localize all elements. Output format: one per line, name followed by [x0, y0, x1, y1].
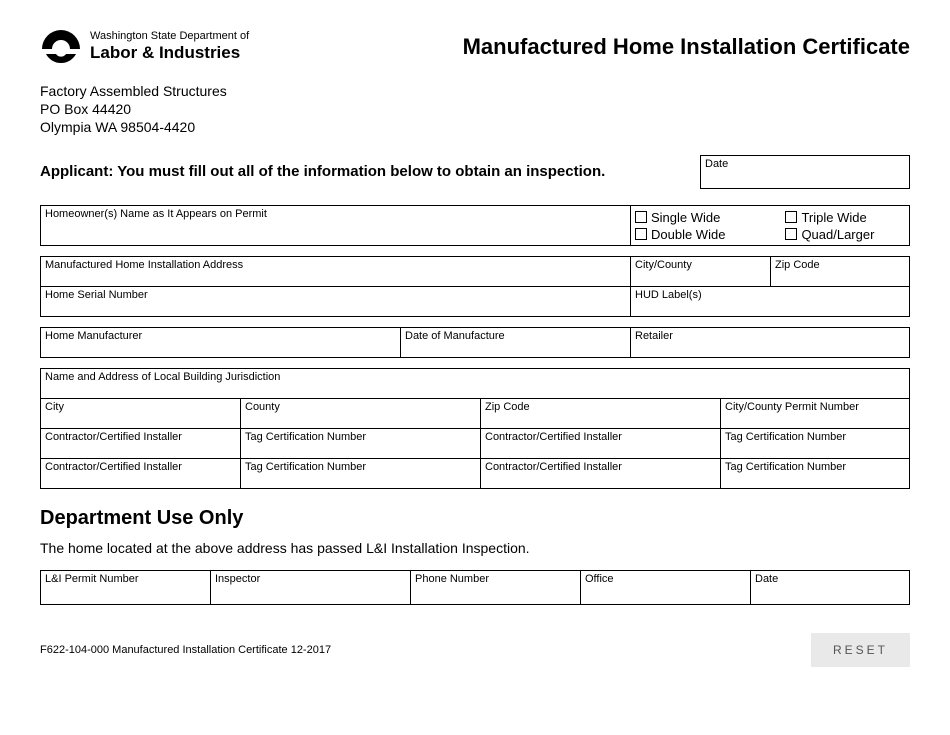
cci2-field[interactable]: Contractor/Certified Installer [481, 428, 721, 458]
phone-label: Phone Number [415, 573, 489, 585]
checkbox-icon [635, 211, 647, 223]
install-address-label: Manufactured Home Installation Address [45, 259, 243, 271]
city-field[interactable]: City [41, 398, 241, 428]
zip2-label: Zip Code [485, 401, 530, 413]
install-address-field[interactable]: Manufactured Home Installation Address [41, 256, 631, 286]
serial-label: Home Serial Number [45, 289, 148, 301]
date-label: Date [705, 158, 728, 170]
inspector-field[interactable]: Inspector [211, 570, 411, 604]
date-mfr-field[interactable]: Date of Manufacture [401, 327, 631, 357]
date2-field[interactable]: Date [751, 570, 910, 604]
check-double[interactable]: Double Wide [635, 227, 725, 242]
zip-label: Zip Code [775, 259, 820, 271]
table-dept: L&I Permit Number Inspector Phone Number… [40, 570, 910, 605]
logo-line1: Washington State Department of [90, 30, 249, 43]
zip-field[interactable]: Zip Code [771, 256, 910, 286]
cci4-field[interactable]: Contractor/Certified Installer [481, 458, 721, 488]
city-county-label: City/County [635, 259, 692, 271]
checkbox-icon [785, 211, 797, 223]
permit-field[interactable]: City/County Permit Number [721, 398, 910, 428]
check-quad[interactable]: Quad/Larger [785, 227, 874, 242]
county-label: County [245, 401, 280, 413]
date2-label: Date [755, 573, 778, 585]
header-row: Washington State Department of Labor & I… [40, 28, 910, 70]
tag2-label: Tag Certification Number [725, 431, 846, 443]
office-label: Office [585, 573, 614, 585]
check-single[interactable]: Single Wide [635, 210, 725, 225]
tag1-field[interactable]: Tag Certification Number [241, 428, 481, 458]
retailer-label: Retailer [635, 330, 673, 342]
footer-text: F622-104-000 Manufactured Installation C… [40, 644, 331, 656]
checkbox-icon [635, 228, 647, 240]
check-triple[interactable]: Triple Wide [785, 210, 874, 225]
width-options-cell: Single Wide Double Wide Triple Wide Quad… [631, 205, 910, 245]
checkbox-icon [785, 228, 797, 240]
homeowner-label: Homeowner(s) Name as It Appears on Permi… [45, 208, 267, 220]
office-field[interactable]: Office [581, 570, 751, 604]
manufacturer-label: Home Manufacturer [45, 330, 142, 342]
logo-block: Washington State Department of Labor & I… [40, 28, 249, 70]
cci3-label: Contractor/Certified Installer [45, 461, 182, 473]
table-manufacturer: Home Manufacturer Date of Manufacture Re… [40, 327, 910, 358]
date-mfr-label: Date of Manufacture [405, 330, 505, 342]
logo-text: Washington State Department of Labor & I… [90, 28, 249, 62]
city-county-field[interactable]: City/County [631, 256, 771, 286]
serial-field[interactable]: Home Serial Number [41, 286, 631, 316]
table-address: Manufactured Home Installation Address C… [40, 256, 910, 317]
zip2-field[interactable]: Zip Code [481, 398, 721, 428]
check-quad-label: Quad/Larger [801, 227, 874, 242]
cci3-field[interactable]: Contractor/Certified Installer [41, 458, 241, 488]
hud-field[interactable]: HUD Label(s) [631, 286, 910, 316]
homeowner-field[interactable]: Homeowner(s) Name as It Appears on Permi… [41, 205, 631, 245]
check-single-label: Single Wide [651, 210, 720, 225]
permit-label: City/County Permit Number [725, 401, 859, 413]
page-title: Manufactured Home Installation Certifica… [463, 28, 910, 60]
tag3-field[interactable]: Tag Certification Number [241, 458, 481, 488]
manufacturer-field[interactable]: Home Manufacturer [41, 327, 401, 357]
li-permit-field[interactable]: L&I Permit Number [41, 570, 211, 604]
hud-label: HUD Label(s) [635, 289, 702, 301]
footer-row: F622-104-000 Manufactured Installation C… [40, 633, 910, 667]
addr-line3: Olympia WA 98504-4420 [40, 118, 910, 136]
cci1-field[interactable]: Contractor/Certified Installer [41, 428, 241, 458]
check-double-label: Double Wide [651, 227, 725, 242]
jurisdiction-label: Name and Address of Local Building Juris… [45, 371, 280, 383]
tag4-label: Tag Certification Number [725, 461, 846, 473]
dept-only-heading: Department Use Only [40, 507, 910, 530]
tag4-field[interactable]: Tag Certification Number [721, 458, 910, 488]
reset-button[interactable]: RESET [811, 633, 910, 667]
date-field[interactable]: Date [700, 155, 910, 189]
tag1-label: Tag Certification Number [245, 431, 366, 443]
li-permit-label: L&I Permit Number [45, 573, 139, 585]
applicant-instruction: Applicant: You must fill out all of the … [40, 155, 692, 189]
tag2-field[interactable]: Tag Certification Number [721, 428, 910, 458]
passed-text: The home located at the above address ha… [40, 540, 910, 556]
addr-line1: Factory Assembled Structures [40, 82, 910, 100]
phone-field[interactable]: Phone Number [411, 570, 581, 604]
return-address: Factory Assembled Structures PO Box 4442… [40, 82, 910, 137]
cci4-label: Contractor/Certified Installer [485, 461, 622, 473]
logo-icon [40, 28, 82, 70]
width-checks: Single Wide Double Wide Triple Wide Quad… [635, 208, 905, 242]
retailer-field[interactable]: Retailer [631, 327, 910, 357]
check-triple-label: Triple Wide [801, 210, 866, 225]
cci2-label: Contractor/Certified Installer [485, 431, 622, 443]
city-label: City [45, 401, 64, 413]
applicant-row: Applicant: You must fill out all of the … [40, 155, 910, 189]
addr-line2: PO Box 44420 [40, 100, 910, 118]
table-homeowner: Homeowner(s) Name as It Appears on Permi… [40, 205, 910, 246]
page: Washington State Department of Labor & I… [0, 0, 950, 687]
table-jurisdiction: Name and Address of Local Building Juris… [40, 368, 910, 489]
cci1-label: Contractor/Certified Installer [45, 431, 182, 443]
jurisdiction-field[interactable]: Name and Address of Local Building Juris… [41, 368, 910, 398]
check-col-1: Single Wide Double Wide [635, 210, 725, 242]
logo-line2: Labor & Industries [90, 43, 249, 63]
county-field[interactable]: County [241, 398, 481, 428]
check-col-2: Triple Wide Quad/Larger [785, 210, 874, 242]
inspector-label: Inspector [215, 573, 260, 585]
tag3-label: Tag Certification Number [245, 461, 366, 473]
